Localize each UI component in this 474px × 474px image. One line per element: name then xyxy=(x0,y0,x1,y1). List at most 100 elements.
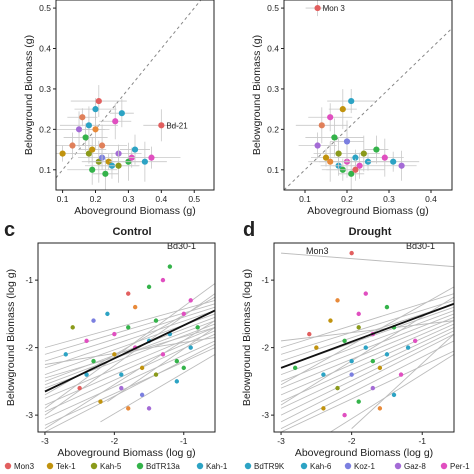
legend-label: Kah-6 xyxy=(310,462,332,471)
annotation-d-mon3: Mon3 xyxy=(306,246,329,256)
genotype-fit-line xyxy=(281,320,454,342)
data-point xyxy=(59,150,66,157)
data-point xyxy=(321,406,326,411)
y-tick-label: 0.5 xyxy=(267,3,279,13)
data-point xyxy=(314,4,321,12)
data-point xyxy=(373,146,380,153)
legend-label: Per-1 xyxy=(450,462,470,471)
data-point xyxy=(356,325,361,330)
genotype-fit-line xyxy=(280,299,454,355)
x-axis-label: Aboveground Biomass (log g) xyxy=(295,447,433,459)
data-point xyxy=(181,365,186,371)
data-point xyxy=(181,311,186,317)
data-point xyxy=(158,122,165,129)
data-point xyxy=(322,154,330,161)
data-point xyxy=(89,146,96,153)
data-point xyxy=(356,399,361,404)
data-point xyxy=(153,318,159,323)
legend-marker xyxy=(394,462,402,470)
data-point xyxy=(356,311,361,317)
data-point xyxy=(339,106,346,113)
data-point xyxy=(79,114,86,121)
x-tick-label: 0.1 xyxy=(57,194,69,204)
x-tick-label: -3 xyxy=(41,436,49,446)
x-tick-label: 0.2 xyxy=(90,194,102,204)
legend-marker xyxy=(46,462,54,470)
data-point xyxy=(174,358,180,364)
y-axis-label: Belowground Biomass (g) xyxy=(23,35,35,155)
y-tick-label: 0.1 xyxy=(267,165,279,175)
data-point xyxy=(160,277,166,283)
x-tick-label: 0.2 xyxy=(341,194,353,204)
y-tick-label: 0.5 xyxy=(39,3,51,13)
data-point xyxy=(314,142,321,149)
data-point xyxy=(141,158,148,165)
overall-fit-line xyxy=(44,309,215,393)
x-axis-label: Aboveground Biomass (g) xyxy=(74,205,195,217)
legend-label: Kah-1 xyxy=(206,462,228,471)
data-point xyxy=(335,385,340,391)
data-point xyxy=(174,379,180,384)
data-point xyxy=(105,311,110,317)
data-point xyxy=(146,284,152,290)
panel-letter-c: c xyxy=(4,219,15,241)
genotype-fit-line xyxy=(280,326,454,409)
data-point xyxy=(370,385,376,391)
y-tick-label: -1 xyxy=(261,275,269,285)
panel-letter-d: d xyxy=(243,219,255,241)
data-point xyxy=(349,250,354,256)
data-point xyxy=(314,345,319,350)
data-point xyxy=(69,142,76,149)
x-tick-label: 0.4 xyxy=(425,194,437,204)
y-tick-label: 0.1 xyxy=(39,165,51,175)
genotype-fit-line xyxy=(280,293,454,349)
genotype-fit-line xyxy=(351,333,454,429)
data-point xyxy=(335,150,342,157)
genotype-fit-line xyxy=(281,252,454,268)
y-axis-label: Belowground Biomass (log g) xyxy=(5,269,17,406)
y-tick-label: 0.4 xyxy=(267,44,279,54)
y-tick-label: 0.2 xyxy=(267,124,279,134)
data-point xyxy=(148,154,155,161)
data-point xyxy=(70,325,75,330)
y-tick-label: 0.3 xyxy=(39,84,51,94)
data-point xyxy=(118,110,125,117)
legend-marker xyxy=(90,462,98,470)
data-point xyxy=(318,122,325,129)
genotype-fit-line xyxy=(280,323,454,403)
data-point xyxy=(342,412,347,418)
genotype-fit-line xyxy=(44,326,215,399)
data-point xyxy=(363,345,368,350)
genotype-fit-line xyxy=(107,327,215,402)
data-point xyxy=(292,365,298,371)
data-point xyxy=(384,304,390,310)
data-point xyxy=(331,134,338,141)
genotype-fit-line xyxy=(280,333,454,423)
data-point xyxy=(335,298,340,303)
y-tick-label: 0.2 xyxy=(39,124,51,134)
data-point xyxy=(91,358,96,364)
data-point xyxy=(98,142,106,149)
data-point xyxy=(363,291,368,296)
data-point xyxy=(307,331,312,337)
y-tick-label: 0.4 xyxy=(39,44,51,54)
genotype-fit-line xyxy=(330,353,454,432)
data-point xyxy=(405,345,411,350)
data-point xyxy=(153,372,159,377)
data-point xyxy=(327,158,334,165)
genotype-fit-line xyxy=(280,330,454,416)
data-point xyxy=(349,372,354,377)
x-axis-label: Aboveground Biomass (log g) xyxy=(57,447,195,459)
data-point xyxy=(126,291,131,296)
data-point xyxy=(391,392,397,398)
data-point xyxy=(328,318,333,323)
data-point xyxy=(92,106,99,113)
point-label: Mon 3 xyxy=(323,4,346,13)
genotype-fit-line xyxy=(44,340,215,419)
data-point xyxy=(348,97,355,105)
data-point xyxy=(119,385,124,391)
overall-fit-line xyxy=(280,302,454,369)
data-point xyxy=(195,325,200,330)
panel-c: -3 -2 -1 -1 -2 -3 Aboveground Biomass (log g) B… xyxy=(5,242,216,459)
